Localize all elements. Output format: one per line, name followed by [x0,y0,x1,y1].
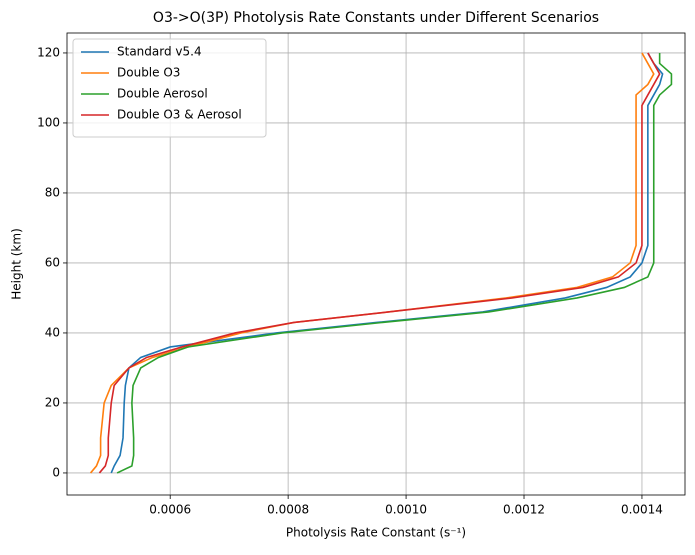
data-line [110,52,664,474]
legend-box [72,38,267,138]
legend-label: Double O3 [117,66,180,80]
x-tick-label: 0.0006 [149,503,191,517]
chart-title: O3->O(3P) Photolysis Rate Constants unde… [153,10,599,26]
x-tick-label: 0.0010 [385,503,427,517]
y-tick-label: 0 [52,465,60,479]
plot-frame [66,32,686,496]
y-tick-label: 40 [45,325,60,339]
data-line [98,52,661,474]
y-tick-label: 60 [45,255,60,269]
y-tick-label: 120 [37,45,60,59]
legend-label: Double Aerosol [117,87,208,101]
legend-label: Standard v5.4 [117,45,202,59]
y-tick-label: 80 [45,185,60,199]
legend-label: Double O3 & Aerosol [117,108,242,122]
data-line [89,52,655,474]
y-axis-label: Height (km) [10,228,24,299]
y-tick-label: 100 [37,115,60,129]
legend: Standard v5.4 Double O3 Double Aerosol Doub… [72,38,267,138]
y-tick-label: 20 [45,395,60,409]
x-tick-label: 0.0008 [267,503,309,517]
data-line [116,52,673,474]
x-tick-label: 0.0014 [621,503,663,517]
x-tick-label: 0.0012 [503,503,545,517]
x-axis-label: Photolysis Rate Constant (s⁻¹) [286,526,466,540]
